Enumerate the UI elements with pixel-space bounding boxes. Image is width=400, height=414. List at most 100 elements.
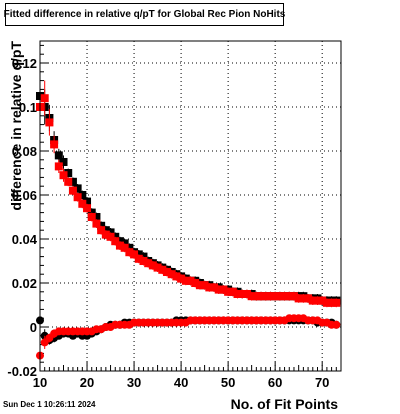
data-point bbox=[92, 219, 101, 228]
series-square-red bbox=[36, 80, 341, 308]
data-point bbox=[304, 294, 313, 303]
data-point bbox=[238, 290, 247, 298]
data-point bbox=[68, 186, 77, 195]
data-point bbox=[78, 199, 87, 208]
data-point bbox=[125, 248, 134, 257]
x-tick-label: 70 bbox=[315, 375, 329, 390]
data-point bbox=[247, 292, 256, 301]
data-point bbox=[59, 171, 68, 180]
data-point bbox=[162, 268, 171, 276]
data-point bbox=[205, 283, 214, 292]
data-point bbox=[252, 292, 261, 301]
data-point bbox=[130, 250, 139, 259]
y-tick-label: 0 bbox=[30, 320, 37, 335]
y-tick-label: 0.12 bbox=[12, 56, 37, 71]
data-point bbox=[83, 204, 92, 213]
data-point bbox=[92, 213, 101, 221]
data-point bbox=[172, 272, 181, 281]
x-tick-label: 40 bbox=[174, 375, 188, 390]
data-point bbox=[186, 276, 195, 285]
data-point bbox=[228, 287, 237, 296]
data-point bbox=[261, 292, 270, 301]
y-tick-label: 0.1 bbox=[19, 100, 37, 115]
data-point bbox=[83, 197, 92, 206]
data-point bbox=[54, 151, 63, 160]
data-point bbox=[257, 292, 266, 301]
timestamp: Sun Dec 1 10:26:11 2024 bbox=[3, 400, 96, 409]
plot-frame bbox=[39, 40, 342, 372]
data-point bbox=[68, 177, 77, 186]
series-square-black bbox=[36, 74, 341, 305]
data-point bbox=[294, 294, 303, 303]
data-point bbox=[153, 263, 162, 272]
data-point bbox=[233, 290, 242, 298]
data-point bbox=[313, 296, 322, 305]
data-point bbox=[332, 298, 341, 307]
data-point bbox=[285, 292, 294, 301]
x-axis-label: No. of Fit Points bbox=[230, 396, 338, 412]
data-point bbox=[266, 292, 275, 301]
data-point bbox=[181, 276, 190, 285]
y-tick-label: 0.02 bbox=[12, 276, 37, 291]
data-point bbox=[327, 298, 336, 307]
data-point bbox=[158, 265, 167, 274]
data-point bbox=[280, 292, 289, 301]
y-tick-label: 0.08 bbox=[12, 144, 37, 159]
x-tick-label: 10 bbox=[33, 375, 47, 390]
data-point bbox=[97, 226, 106, 235]
chart-title-box: Fitted difference in relative q/pT for G… bbox=[3, 3, 286, 26]
data-point bbox=[101, 230, 110, 239]
data-point bbox=[275, 292, 284, 301]
data-point bbox=[45, 118, 54, 127]
y-tick-label: -0.02 bbox=[7, 364, 37, 379]
data-point bbox=[59, 158, 68, 166]
data-point bbox=[87, 213, 96, 221]
series-circle-red bbox=[36, 314, 341, 365]
data-point bbox=[191, 279, 200, 287]
data-point bbox=[167, 270, 176, 279]
data-point bbox=[64, 177, 73, 186]
data-point bbox=[139, 257, 148, 265]
data-point bbox=[177, 274, 186, 283]
data-point bbox=[120, 243, 129, 252]
data-point bbox=[144, 259, 153, 268]
data-point bbox=[318, 296, 327, 305]
data-point bbox=[64, 169, 73, 177]
data-point bbox=[50, 140, 59, 149]
data-point bbox=[73, 184, 82, 193]
x-tick-label: 30 bbox=[127, 375, 141, 390]
data-point bbox=[134, 254, 143, 263]
y-axis-label: difference in relative q/pT bbox=[8, 41, 24, 211]
tick-labels: 10 20 30 40 50 60 70 -0.02 0 0.02 0.04 0.06 0.08 0.1 0… bbox=[7, 56, 329, 390]
y-tick-label: 0.06 bbox=[12, 188, 37, 203]
data-point bbox=[308, 296, 317, 305]
data-point bbox=[271, 292, 280, 301]
data-point bbox=[115, 241, 124, 250]
data-point bbox=[299, 294, 308, 303]
data-point bbox=[195, 281, 204, 290]
x-tick-label: 60 bbox=[268, 375, 282, 390]
x-tick-label: 20 bbox=[80, 375, 94, 390]
data-point bbox=[40, 94, 49, 103]
axis-ticks bbox=[39, 44, 337, 372]
data-series bbox=[36, 74, 341, 365]
data-point bbox=[73, 193, 82, 202]
data-point bbox=[242, 290, 251, 298]
chart-title: Fitted difference in relative q/pT for G… bbox=[3, 9, 286, 20]
data-point bbox=[210, 283, 219, 292]
data-point bbox=[224, 287, 233, 296]
x-tick-label: 50 bbox=[221, 375, 235, 390]
y-tick-label: 0.04 bbox=[12, 232, 38, 247]
data-point bbox=[54, 162, 63, 171]
data-point bbox=[78, 191, 87, 199]
data-point bbox=[148, 261, 157, 270]
data-point bbox=[322, 298, 331, 307]
data-point bbox=[200, 281, 209, 290]
data-point bbox=[332, 320, 341, 329]
data-point bbox=[214, 285, 223, 294]
data-point bbox=[111, 237, 120, 246]
data-point bbox=[219, 285, 228, 294]
data-point bbox=[289, 292, 298, 301]
data-point bbox=[106, 232, 115, 241]
